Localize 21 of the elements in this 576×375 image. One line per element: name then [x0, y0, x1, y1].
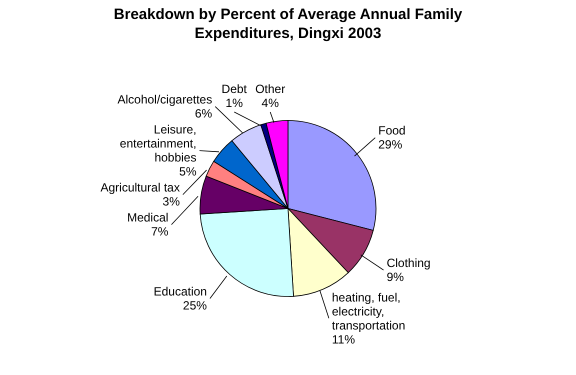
data-label: 9% — [386, 270, 404, 284]
slice-label: Food — [378, 124, 406, 138]
slice-label: Other — [255, 82, 286, 96]
slice-label: Agricultural tax — [100, 180, 180, 195]
data-label: 4% — [262, 96, 280, 110]
data-label: 5% — [179, 164, 197, 179]
data-label: 1% — [226, 96, 244, 110]
data-label: 7% — [151, 224, 169, 239]
data-label: 6% — [194, 106, 213, 121]
slice-label: Debt — [222, 82, 248, 96]
slice-label: Clothing — [386, 256, 431, 270]
data-label: 25% — [182, 298, 208, 313]
slice-label: Alcohol/cigarettes — [117, 92, 212, 107]
slice-label: Medical — [127, 210, 168, 225]
slice-label: Leisure, entertainment, hobbies — [120, 122, 196, 165]
chart-title: Breakdown by Percent of Average Annual Family Expenditures, Dingxi 2003 — [114, 6, 463, 42]
slice-label: heating, fuel, electricity, transportation — [332, 290, 406, 332]
data-label: 3% — [162, 194, 180, 209]
slice-label: Education — [154, 284, 207, 299]
data-label: 11% — [332, 332, 356, 346]
data-label: 29% — [378, 138, 403, 152]
